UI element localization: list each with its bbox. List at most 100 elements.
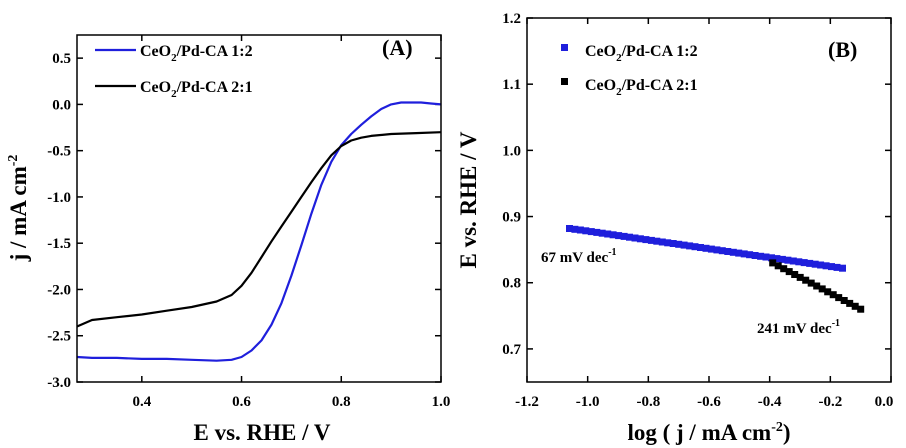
data-point-0 [729, 248, 737, 256]
y-tick-label: 0.8 [502, 276, 521, 292]
data-point-0 [615, 232, 623, 240]
data-point-0 [664, 239, 672, 247]
x-tick-label: -0.6 [697, 394, 721, 410]
data-point-1 [851, 302, 859, 310]
slope-annotation-241: 241 mV dec-1 [757, 318, 840, 337]
y-tick-label: -1.0 [47, 190, 71, 206]
y-tick-label: 0.0 [52, 97, 71, 113]
data-point-1 [846, 299, 854, 307]
data-point-0 [828, 263, 835, 271]
legend-marker-ceo2-pd-ca-2-1 [561, 78, 568, 85]
data-point-0 [631, 234, 639, 242]
panel-a-label: (A) [382, 35, 413, 60]
data-point-0 [806, 259, 814, 267]
data-point-0 [773, 255, 781, 263]
data-point-0 [576, 226, 584, 234]
data-point-0 [566, 225, 573, 232]
data-point-0 [647, 236, 655, 244]
data-point-0 [839, 264, 846, 272]
data-point-0 [751, 252, 759, 259]
y-tick-label: 0.5 [52, 51, 71, 67]
data-point-0 [593, 228, 601, 236]
data-point-0 [680, 241, 688, 249]
data-point-0 [702, 244, 710, 252]
panel-b-chart: -1.2 -1.0 -0.8 -0.6 -0.4 -0.2 0.0 0.7 0.8 0.9 1.0 1… [456, 11, 893, 445]
slope-annotation-67: 67 mV dec-1 [541, 247, 617, 266]
data-point-0 [571, 225, 579, 233]
data-point-0 [636, 235, 644, 243]
data-point-0 [582, 227, 590, 235]
data-point-0 [822, 262, 830, 270]
data-point-0 [740, 250, 748, 258]
data-point-0 [642, 236, 650, 244]
y-tick-label: -1.5 [47, 236, 71, 252]
data-point-0 [686, 242, 694, 250]
panel-b-label: (B) [828, 37, 857, 62]
legend-label-ceo2-pd-ca-1-2: CeO2/Pd-CA 1:2 [140, 43, 253, 64]
data-point-1 [807, 279, 815, 287]
data-point-1 [818, 285, 826, 293]
data-point-0 [778, 255, 786, 263]
legend-label-ceo2-pd-ca-1-2: CeO2/Pd-CA 1:2 [585, 43, 698, 64]
y-tick-label: -3.0 [47, 375, 71, 391]
panel-a-legend: CeO2/Pd-CA 1:2 CeO2/Pd-CA 2:1 [95, 43, 253, 100]
y-tick-label: 1.0 [502, 143, 521, 159]
data-point-0 [833, 263, 841, 271]
x-tick-label: 1.0 [432, 394, 451, 410]
y-tick-label: 0.7 [502, 342, 521, 358]
data-point-0 [675, 240, 683, 248]
data-point-1 [813, 282, 821, 290]
data-point-1 [785, 268, 793, 276]
y-tick-label: 1.2 [502, 11, 521, 27]
data-point-0 [762, 253, 770, 261]
data-point-1 [780, 265, 788, 273]
data-point-1 [835, 294, 843, 302]
panel-a-frame [76, 34, 442, 383]
y-tick-label: 1.1 [502, 77, 521, 93]
x-tick-label: -0.2 [818, 394, 842, 410]
data-point-1 [829, 291, 837, 299]
panel-b-ticks: -1.2 -1.0 -0.8 -0.6 -0.4 -0.2 0.0 0.7 0.8 0.9 1.0 1… [502, 11, 893, 410]
data-point-0 [746, 251, 754, 259]
legend-label-ceo2-pd-ca-2-1: CeO2/Pd-CA 2:1 [140, 79, 253, 100]
data-point-0 [735, 249, 743, 257]
data-point-0 [609, 231, 617, 239]
data-point-1 [840, 297, 848, 304]
data-point-0 [669, 240, 677, 247]
panel-a-ticks: 0.4 0.6 0.8 1.0 0.5 0.0 -0.5 -1.0 -1.5 -2.0 -2.5 -3… [47, 35, 450, 410]
x-tick-label: 0.4 [132, 394, 151, 410]
data-point-0 [768, 254, 775, 262]
data-point-0 [718, 247, 726, 255]
data-point-1 [791, 271, 799, 278]
panel-b-legend: CeO2/Pd-CA 1:2 CeO2/Pd-CA 2:1 [561, 43, 698, 98]
data-point-0 [658, 238, 666, 246]
x-tick-label: -0.4 [758, 394, 782, 410]
data-point-0 [587, 228, 595, 236]
data-point-1 [857, 305, 865, 313]
x-tick-label: -1.0 [576, 394, 600, 410]
data-point-0 [800, 259, 808, 267]
legend-label-ceo2-pd-ca-2-1: CeO2/Pd-CA 2:1 [585, 77, 698, 98]
series-line-1 [76, 131, 442, 328]
data-point-0 [620, 232, 628, 240]
legend-marker-ceo2-pd-ca-1-2 [561, 44, 568, 51]
data-point-1 [769, 259, 777, 267]
y-tick-label: -2.0 [47, 282, 71, 298]
data-point-0 [811, 260, 819, 268]
data-point-1 [774, 262, 782, 270]
y-tick-label: -0.5 [47, 144, 71, 160]
x-tick-label: 0.6 [232, 394, 251, 410]
data-point-0 [598, 229, 606, 237]
x-tick-label: 0.0 [875, 394, 894, 410]
data-point-0 [713, 246, 721, 254]
data-point-0 [604, 230, 612, 238]
x-tick-label: -0.8 [636, 394, 660, 410]
data-point-0 [757, 252, 765, 260]
data-point-0 [817, 261, 825, 269]
data-point-0 [626, 233, 633, 241]
panel-a-y-axis-label: j / mA cm-2 [6, 155, 31, 263]
data-point-1 [802, 276, 810, 284]
panel-b-x-axis-label: log ( j / mA cm-2) [627, 420, 790, 445]
panel-b-frame [526, 17, 892, 383]
